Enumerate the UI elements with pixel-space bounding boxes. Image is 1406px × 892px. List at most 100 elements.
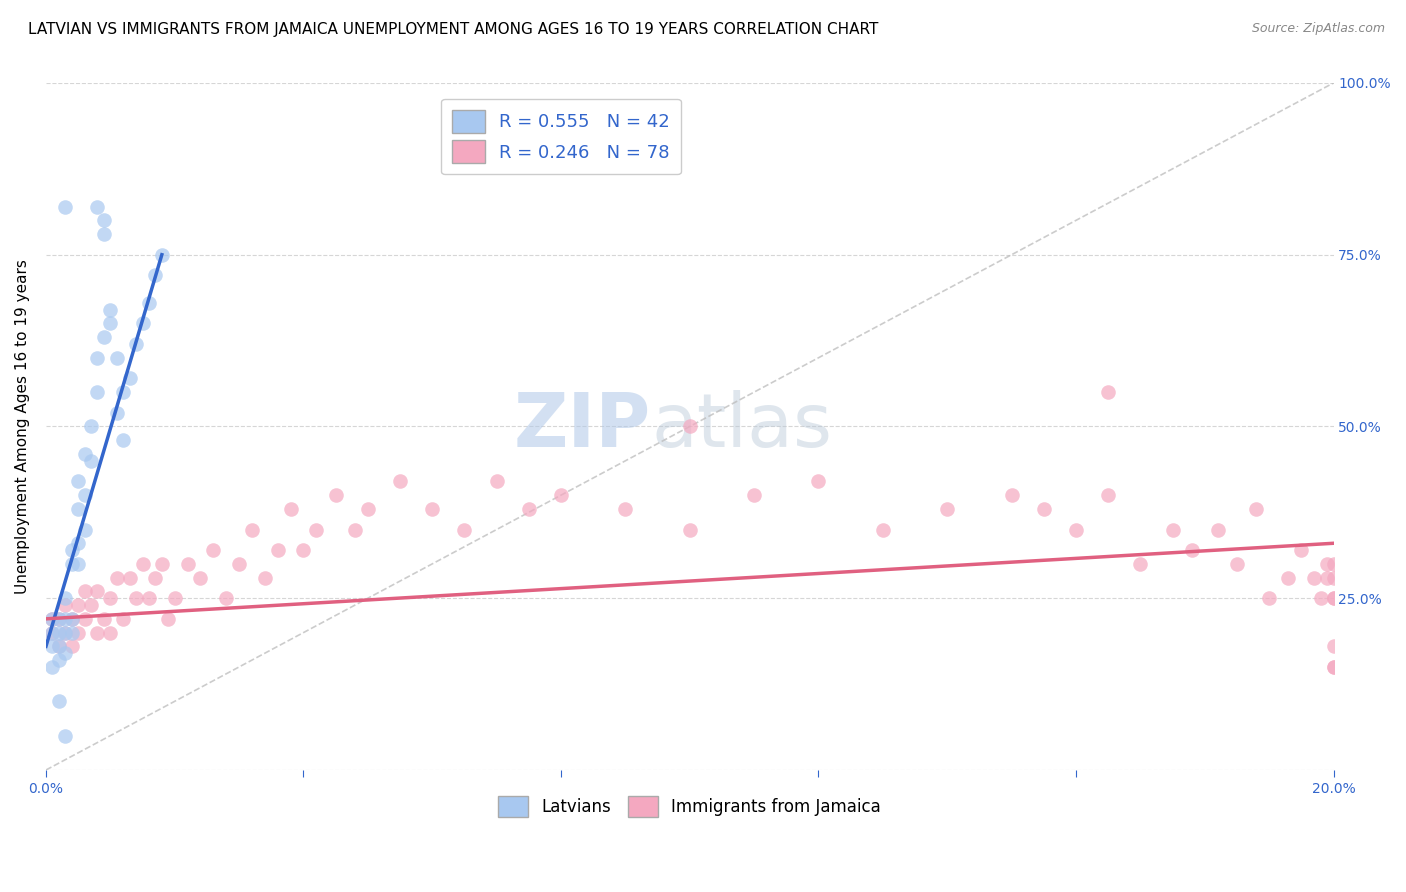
Point — [67, 536, 90, 550]
Point — [1129, 557, 1152, 571]
Point — [267, 543, 290, 558]
Point — [1097, 385, 1119, 400]
Point — [1322, 640, 1344, 654]
Point — [86, 385, 108, 400]
Point — [1097, 488, 1119, 502]
Point — [98, 591, 121, 606]
Point — [1322, 557, 1344, 571]
Point — [80, 419, 103, 434]
Point — [73, 488, 96, 502]
Point — [1316, 557, 1339, 571]
Text: LATVIAN VS IMMIGRANTS FROM JAMAICA UNEMPLOYMENT AMONG AGES 16 TO 19 YEARS CORREL: LATVIAN VS IMMIGRANTS FROM JAMAICA UNEMP… — [28, 22, 879, 37]
Point — [48, 625, 70, 640]
Point — [807, 475, 830, 489]
Point — [280, 502, 302, 516]
Point — [80, 598, 103, 612]
Point — [1322, 660, 1344, 674]
Point — [60, 557, 83, 571]
Point — [190, 571, 212, 585]
Point — [41, 612, 63, 626]
Point — [93, 213, 115, 227]
Point — [98, 317, 121, 331]
Point — [253, 571, 276, 585]
Point — [742, 488, 765, 502]
Point — [93, 330, 115, 344]
Point — [357, 502, 380, 516]
Point — [112, 385, 135, 400]
Point — [614, 502, 637, 516]
Point — [131, 317, 153, 331]
Point — [41, 660, 63, 674]
Point — [1161, 523, 1184, 537]
Point — [872, 523, 894, 537]
Point — [67, 598, 90, 612]
Point — [343, 523, 366, 537]
Point — [80, 454, 103, 468]
Point — [1181, 543, 1204, 558]
Point — [517, 502, 540, 516]
Point — [1322, 571, 1344, 585]
Point — [73, 584, 96, 599]
Point — [60, 543, 83, 558]
Text: ZIP: ZIP — [513, 390, 651, 463]
Point — [157, 612, 180, 626]
Point — [1032, 502, 1054, 516]
Point — [292, 543, 315, 558]
Point — [453, 523, 475, 537]
Point — [86, 200, 108, 214]
Point — [1322, 591, 1344, 606]
Point — [53, 598, 76, 612]
Point — [60, 640, 83, 654]
Point — [1001, 488, 1024, 502]
Point — [73, 447, 96, 461]
Point — [176, 557, 198, 571]
Point — [485, 475, 508, 489]
Point — [86, 625, 108, 640]
Point — [86, 351, 108, 365]
Text: atlas: atlas — [651, 390, 832, 463]
Point — [67, 475, 90, 489]
Point — [1226, 557, 1249, 571]
Point — [125, 591, 148, 606]
Point — [53, 646, 76, 660]
Point — [48, 640, 70, 654]
Point — [1246, 502, 1268, 516]
Point — [1303, 571, 1326, 585]
Y-axis label: Unemployment Among Ages 16 to 19 years: Unemployment Among Ages 16 to 19 years — [15, 259, 30, 594]
Point — [105, 571, 128, 585]
Point — [41, 640, 63, 654]
Point — [1277, 571, 1299, 585]
Point — [112, 612, 135, 626]
Point — [305, 523, 328, 537]
Point — [1258, 591, 1281, 606]
Point — [1206, 523, 1229, 537]
Point — [41, 625, 63, 640]
Point — [48, 694, 70, 708]
Point — [1291, 543, 1313, 558]
Point — [125, 337, 148, 351]
Text: Source: ZipAtlas.com: Source: ZipAtlas.com — [1251, 22, 1385, 36]
Point — [105, 406, 128, 420]
Point — [86, 584, 108, 599]
Point — [228, 557, 250, 571]
Point — [202, 543, 225, 558]
Point — [105, 351, 128, 365]
Point — [48, 640, 70, 654]
Point — [1064, 523, 1087, 537]
Point — [67, 502, 90, 516]
Point — [679, 523, 702, 537]
Point — [240, 523, 263, 537]
Point — [98, 302, 121, 317]
Point — [145, 268, 167, 283]
Point — [53, 625, 76, 640]
Point — [60, 612, 83, 626]
Point — [138, 591, 160, 606]
Point — [48, 612, 70, 626]
Point — [73, 523, 96, 537]
Point — [325, 488, 347, 502]
Point — [679, 419, 702, 434]
Point — [163, 591, 186, 606]
Point — [73, 612, 96, 626]
Point — [53, 200, 76, 214]
Point — [118, 371, 141, 385]
